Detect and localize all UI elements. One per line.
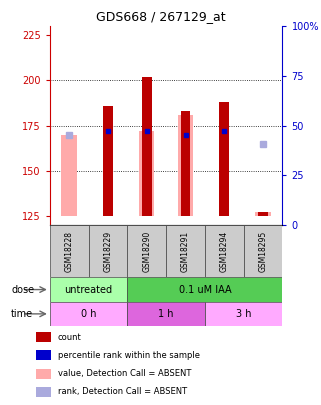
Bar (220, 102, 229, 216)
Text: GDS668 / 267129_at: GDS668 / 267129_at (96, 10, 225, 23)
Bar (255, 212, 271, 216)
Bar (127, 277, 282, 302)
Bar (142, 77, 152, 216)
Bar (36, 332, 51, 342)
Bar (166, 225, 205, 277)
Bar (50, 302, 127, 326)
Text: GSM18294: GSM18294 (220, 230, 229, 272)
Text: value, Detection Call = ABSENT: value, Detection Call = ABSENT (57, 369, 191, 378)
Text: GSM18228: GSM18228 (65, 230, 74, 272)
Text: time: time (11, 309, 33, 319)
Bar (36, 387, 51, 397)
Bar (36, 369, 51, 379)
Bar (103, 106, 113, 216)
Bar (61, 134, 77, 216)
Text: count: count (57, 333, 81, 342)
Text: GSM18291: GSM18291 (181, 230, 190, 272)
Bar (178, 115, 193, 216)
Text: 0 h: 0 h (81, 309, 96, 319)
Bar (127, 225, 166, 277)
Bar (139, 131, 154, 216)
Text: 0.1 uM IAA: 0.1 uM IAA (178, 285, 231, 294)
Text: rank, Detection Call = ABSENT: rank, Detection Call = ABSENT (57, 387, 187, 396)
Bar (244, 225, 282, 277)
Bar (50, 277, 127, 302)
Bar (205, 302, 282, 326)
Text: 3 h: 3 h (236, 309, 251, 319)
Bar (50, 225, 89, 277)
Text: percentile rank within the sample: percentile rank within the sample (57, 351, 200, 360)
Bar (258, 212, 268, 216)
Text: GSM18295: GSM18295 (259, 230, 268, 272)
Bar (127, 302, 205, 326)
Text: dose: dose (11, 285, 34, 294)
Text: untreated: untreated (65, 285, 113, 294)
Bar (36, 350, 51, 360)
Text: GSM18290: GSM18290 (142, 230, 151, 272)
Bar (89, 225, 127, 277)
Text: GSM18229: GSM18229 (103, 230, 112, 272)
Bar (205, 225, 244, 277)
Bar (181, 111, 190, 216)
Text: 1 h: 1 h (158, 309, 174, 319)
